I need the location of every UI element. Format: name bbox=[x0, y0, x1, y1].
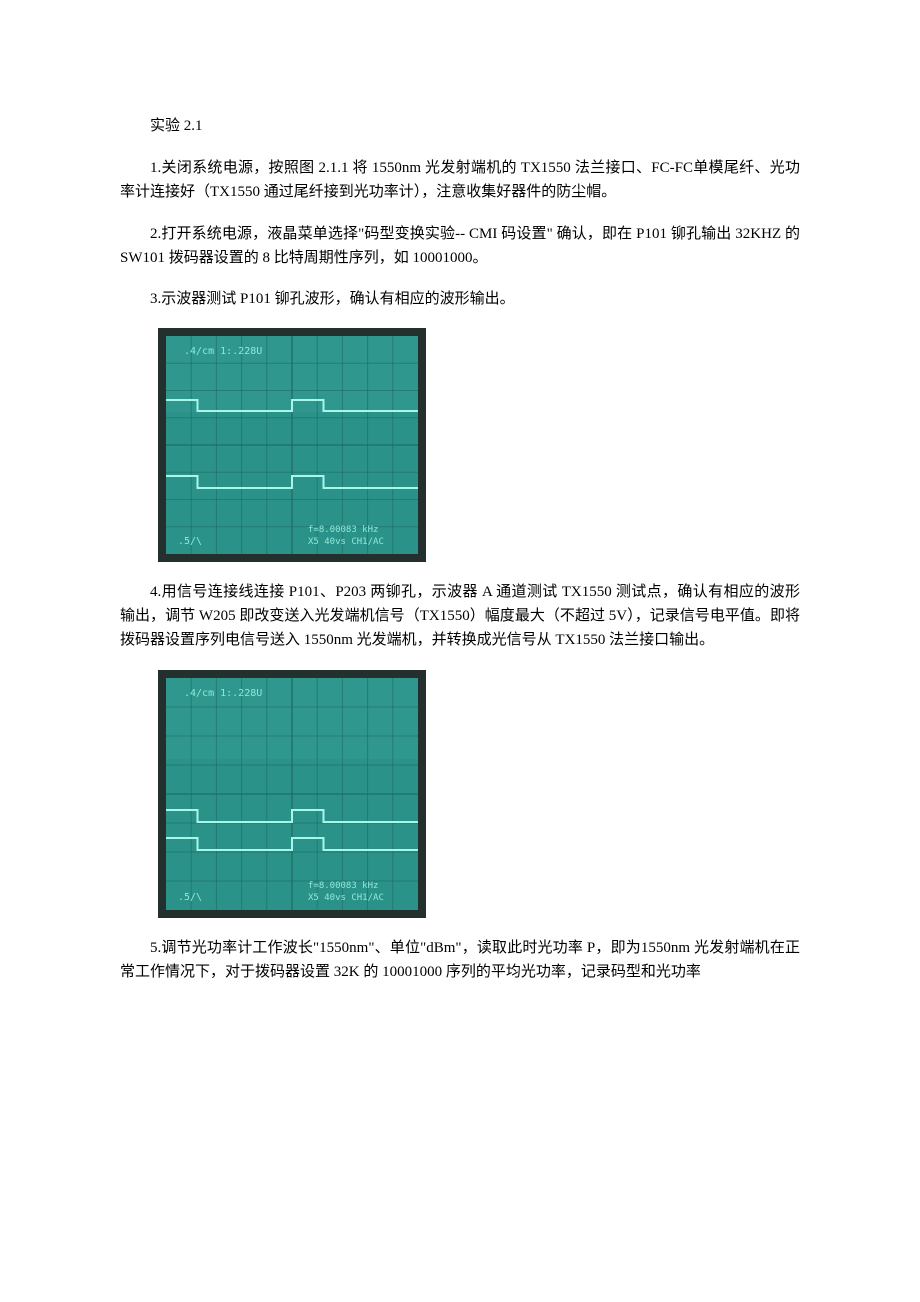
experiment-title: 实验 2.1 bbox=[120, 115, 800, 138]
svg-text:X5 40vs CH1/AC: X5 40vs CH1/AC bbox=[308, 893, 384, 903]
paragraph-5: 5.调节光功率计工作波长"1550nm"、单位"dBm"，读取此时光功率 P，即… bbox=[120, 936, 800, 984]
oscilloscope-image-2: .4/cm 1:.228U .5/\ f=8.00083 kHz X5 40vs CH… bbox=[158, 670, 800, 918]
svg-text:.4/cm 1:.228U: .4/cm 1:.228U bbox=[184, 688, 262, 699]
svg-text:f=8.00083 kHz: f=8.00083 kHz bbox=[308, 525, 378, 535]
svg-text:f=8.00083 kHz: f=8.00083 kHz bbox=[308, 881, 378, 891]
paragraph-4: 4.用信号连接线连接 P101、P203 两铆孔，示波器 A 通道测试 TX15… bbox=[120, 580, 800, 652]
svg-text:.4/cm 1:.228U: .4/cm 1:.228U bbox=[184, 346, 262, 357]
svg-text:X5 40vs CH1/AC: X5 40vs CH1/AC bbox=[308, 537, 384, 547]
scope-svg-2: .4/cm 1:.228U .5/\ f=8.00083 kHz X5 40vs CH… bbox=[158, 670, 426, 918]
svg-text:.5/\: .5/\ bbox=[178, 536, 202, 547]
paragraph-3: 3.示波器测试 P101 铆孔波形，确认有相应的波形输出。 bbox=[120, 288, 800, 311]
paragraph-2: 2.打开系统电源，液晶菜单选择"码型变换实验-- CMI 码设置" 确认，即在 … bbox=[120, 222, 800, 270]
paragraph-1: 1.关闭系统电源，按照图 2.1.1 将 1550nm 光发射端机的 TX155… bbox=[120, 156, 800, 204]
oscilloscope-image-1: .4/cm 1:.228U .5/\ f=8.00083 kHz X5 40vs CH… bbox=[158, 328, 800, 562]
svg-text:.5/\: .5/\ bbox=[178, 892, 202, 903]
scope-svg-1: .4/cm 1:.228U .5/\ f=8.00083 kHz X5 40vs CH… bbox=[158, 328, 426, 562]
